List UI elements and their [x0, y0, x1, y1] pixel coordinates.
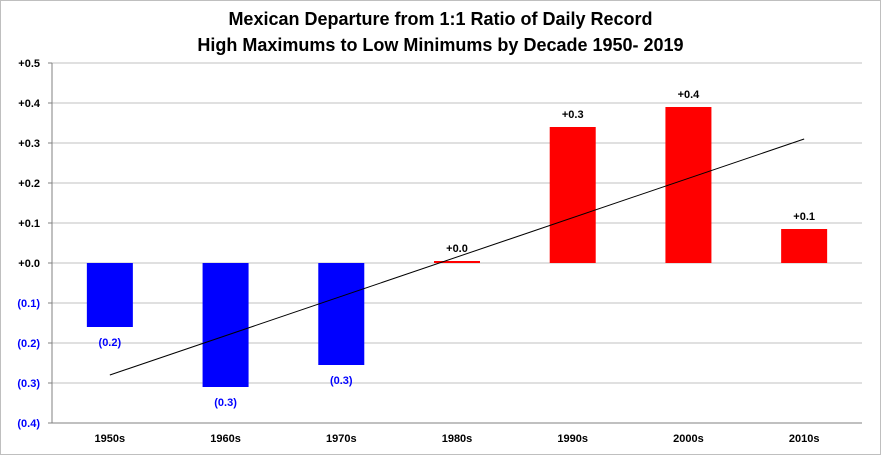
bar	[202, 263, 249, 387]
x-tick-label: 1950s	[95, 433, 126, 445]
bar	[781, 229, 828, 263]
x-tick-label: 2000s	[673, 433, 704, 445]
x-tick-label: 1980s	[442, 433, 473, 445]
bar	[665, 107, 712, 263]
bar	[549, 127, 596, 263]
y-tick-label: +0.1	[18, 218, 40, 230]
chart-title-line-1: Mexican Departure from 1:1 Ratio of Dail…	[228, 9, 653, 29]
y-tick-label: +0.4	[18, 98, 41, 110]
y-tick-label: +0.5	[18, 58, 40, 70]
data-label: +0.0	[446, 243, 468, 255]
chart-title: Mexican Departure from 1:1 Ratio of Dail…	[0, 6, 881, 58]
x-tick-label: 1970s	[326, 433, 357, 445]
y-tick-label: (0.3)	[17, 378, 40, 390]
y-tick-label: +0.3	[18, 138, 40, 150]
data-label: +0.3	[562, 109, 584, 121]
data-label: +0.1	[793, 211, 815, 223]
trendline	[109, 138, 805, 376]
data-label: (0.2)	[99, 337, 122, 349]
x-tick-label: 1990s	[557, 433, 588, 445]
y-tick-label: (0.2)	[17, 338, 40, 350]
bar	[318, 263, 365, 365]
y-tick-label: +0.2	[18, 178, 40, 190]
data-label: (0.3)	[330, 375, 353, 387]
bar	[86, 263, 133, 327]
y-tick-label: (0.4)	[17, 418, 40, 430]
data-label: +0.4	[678, 89, 701, 101]
x-tick-label: 1960s	[210, 433, 241, 445]
bar	[434, 261, 480, 263]
y-tick-label: (0.1)	[17, 298, 40, 310]
y-tick-label: +0.0	[18, 258, 40, 270]
chart-title-line-2: High Maximums to Low Minimums by Decade …	[197, 35, 684, 55]
x-tick-label: 2010s	[789, 433, 820, 445]
data-label: (0.3)	[214, 397, 237, 409]
